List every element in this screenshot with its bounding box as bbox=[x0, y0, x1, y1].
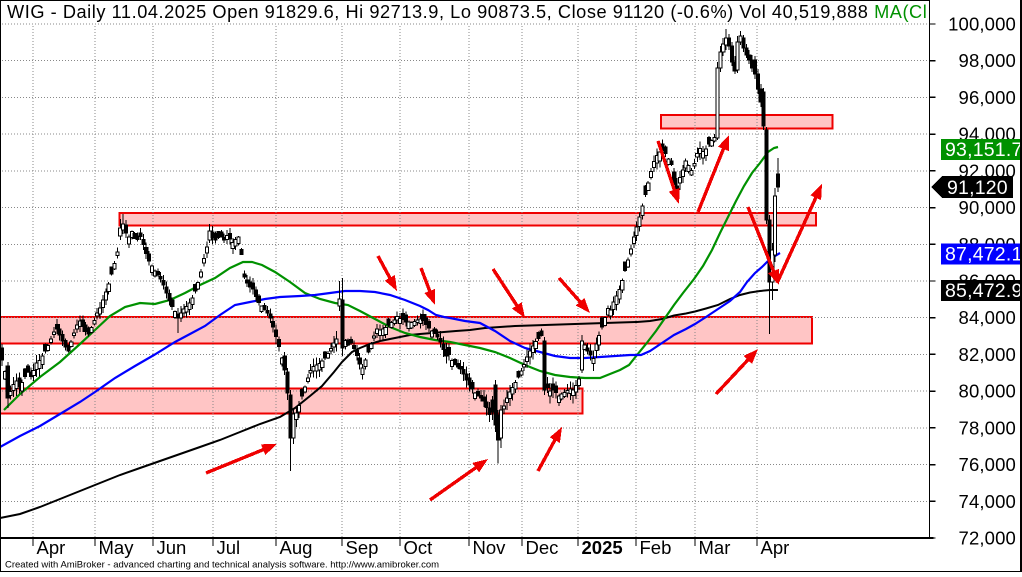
svg-text:Apr: Apr bbox=[37, 537, 66, 558]
svg-text:98,000: 98,000 bbox=[959, 50, 1016, 71]
svg-text:Jul: Jul bbox=[217, 537, 241, 558]
svg-text:100,000: 100,000 bbox=[948, 14, 1016, 35]
svg-text:May: May bbox=[99, 537, 135, 558]
svg-text:72,000: 72,000 bbox=[959, 528, 1016, 549]
svg-text:91,120: 91,120 bbox=[947, 177, 1008, 199]
svg-text:Oct: Oct bbox=[404, 537, 433, 558]
svg-text:Created with AmiBroker - advan: Created with AmiBroker - advanced charti… bbox=[5, 560, 439, 571]
svg-text:Aug: Aug bbox=[280, 537, 313, 558]
svg-text:90,000: 90,000 bbox=[959, 197, 1016, 218]
svg-text:84,000: 84,000 bbox=[959, 307, 1016, 328]
svg-text:85,472.9: 85,472.9 bbox=[945, 280, 1022, 302]
svg-text:Apr: Apr bbox=[761, 537, 790, 558]
svg-text:WIG - Daily 11.04.2025 Open 91: WIG - Daily 11.04.2025 Open 91829.6, Hi … bbox=[7, 2, 927, 22]
svg-text:93,151.7: 93,151.7 bbox=[945, 139, 1022, 161]
svg-text:Nov: Nov bbox=[473, 537, 507, 558]
svg-text:82,000: 82,000 bbox=[959, 344, 1016, 365]
svg-text:76,000: 76,000 bbox=[959, 454, 1016, 475]
svg-text:74,000: 74,000 bbox=[959, 491, 1016, 512]
svg-text:87,472.1: 87,472.1 bbox=[945, 243, 1022, 265]
svg-text:2025: 2025 bbox=[582, 537, 623, 558]
svg-text:78,000: 78,000 bbox=[959, 417, 1016, 438]
svg-text:Jun: Jun bbox=[157, 537, 187, 558]
svg-text:Dec: Dec bbox=[526, 537, 559, 558]
svg-text:Mar: Mar bbox=[699, 537, 731, 558]
svg-text:Feb: Feb bbox=[640, 537, 672, 558]
svg-text:80,000: 80,000 bbox=[959, 381, 1016, 402]
svg-text:96,000: 96,000 bbox=[959, 87, 1016, 108]
svg-text:Sep: Sep bbox=[346, 537, 379, 558]
